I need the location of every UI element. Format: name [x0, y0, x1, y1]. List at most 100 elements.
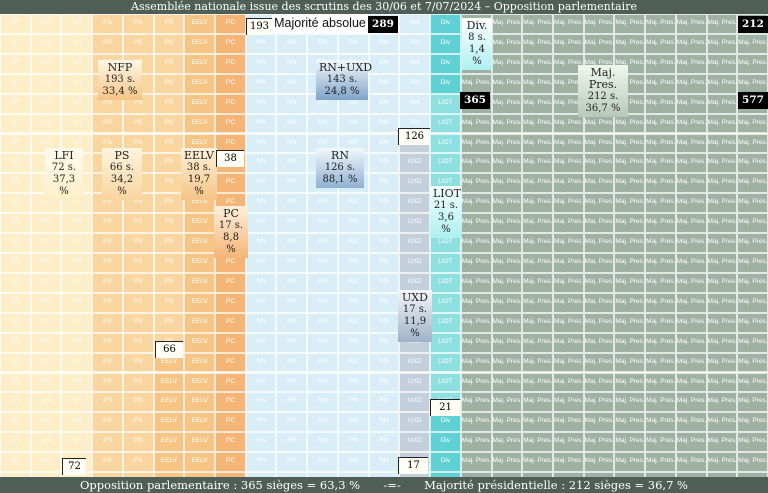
seat-cell: Maj. Pres.	[583, 372, 615, 393]
seat-cell: LFI	[61, 33, 93, 54]
seat-cell: RN	[307, 213, 338, 234]
seat-cell: PS	[92, 352, 123, 373]
seat-cell: LFI	[61, 312, 93, 333]
seat-cell: Maj. Pres.	[675, 372, 707, 393]
seat-cell: RN	[307, 113, 338, 134]
seat-cell: PS	[153, 253, 185, 273]
seat-cell: PS	[92, 272, 123, 293]
seat-cell: RN	[245, 372, 277, 393]
seat-cell: PS	[153, 73, 185, 94]
seat-cell: Maj. Pres.	[522, 352, 553, 373]
seat-cell: UXD	[399, 412, 431, 433]
seat-cell: EELV	[184, 372, 216, 393]
seat-cell: Maj. Pres.	[645, 392, 676, 413]
seat-cell: Maj. Pres.	[552, 272, 584, 293]
marker-opposition-365: 365	[460, 92, 490, 109]
seat-cell: LFI	[0, 113, 31, 134]
seat-cell: RN	[276, 133, 308, 154]
seat-cell: PS	[153, 213, 185, 234]
seat-cell: PC	[215, 33, 246, 54]
seat-cell: Maj. Pres.	[460, 213, 492, 234]
seat-cell: Maj. Pres.	[522, 312, 553, 333]
seat-cell: PS	[122, 312, 154, 333]
seat-cell: Maj. Pres.	[737, 53, 768, 74]
seat-cell: RN	[245, 93, 277, 114]
seat-cell: Maj. Pres.	[491, 292, 523, 313]
seat-cell: Maj. Pres.	[737, 392, 768, 413]
label-rn-uxd-pct: 24,8 %	[324, 86, 360, 97]
seat-cell: PC	[215, 392, 246, 413]
seat-cell: Maj. Pres.	[460, 312, 492, 333]
label-liot-pct: 3,6 %	[438, 212, 454, 235]
seat-cell: RN	[245, 193, 277, 214]
seat-cell: UXD	[399, 173, 431, 194]
label-rn: RN 126 s. 88,1 %	[316, 148, 364, 188]
seat-cell: Maj. Pres.	[552, 292, 584, 313]
seat-cell: Maj. Pres.	[737, 133, 768, 154]
seat-cell: Maj. Pres.	[675, 352, 707, 373]
seat-cell: EELV	[153, 432, 185, 453]
seat-cell: UXD	[399, 392, 431, 413]
label-lfi-pct: 37,3 %	[52, 174, 76, 197]
seat-cell: Maj. Pres.	[460, 412, 492, 433]
seat-cell: RN	[399, 33, 431, 54]
seat-cell: RN	[276, 352, 308, 373]
seat-cell: RN	[368, 352, 400, 373]
seat-cell: Maj. Pres.	[552, 153, 584, 174]
seat-cell: Maj. Pres.	[706, 153, 738, 174]
label-pc-name: PC	[223, 207, 239, 220]
marker-uxd-17: 17	[398, 457, 428, 474]
seat-cell: Maj. Pres.	[552, 233, 584, 253]
seat-cell: Maj. Pres.	[491, 53, 523, 74]
seat-cell: PS	[92, 113, 123, 134]
seat-cell: PS	[92, 233, 123, 253]
seat-cell: Maj. Pres.	[491, 33, 523, 54]
seat-cell: RN	[337, 452, 369, 473]
seat-cell: Maj. Pres.	[583, 352, 615, 373]
seat-cell: LIOT	[430, 253, 461, 273]
seat-cell: LFI	[0, 173, 31, 194]
seat-cell: EELV	[184, 93, 216, 114]
seat-cell: Div	[430, 412, 461, 433]
seat-cell: Maj. Pres.	[460, 193, 492, 214]
seat-cell: Maj. Pres.	[522, 272, 553, 293]
label-nfp-seats: 193 s.	[104, 74, 136, 85]
seat-cell: RN	[276, 193, 308, 214]
seat-cell: PS	[153, 233, 185, 253]
seat-cell: LFI	[30, 372, 62, 393]
seat-cell: Maj. Pres.	[706, 14, 738, 34]
seat-cell: EELV	[184, 292, 216, 313]
seat-cell: LFI	[30, 352, 62, 373]
seat-cell: RN	[368, 213, 400, 234]
seat-cell: PS	[92, 332, 123, 353]
seat-cell: Maj. Pres.	[737, 73, 768, 94]
seat-cell: Maj. Pres.	[675, 133, 707, 154]
seat-cell: Maj. Pres.	[491, 432, 523, 453]
seat-cell: RN	[276, 372, 308, 393]
seat-cell: Div	[430, 452, 461, 473]
seat-cell: RN	[307, 253, 338, 273]
seat-cell: RN	[368, 33, 400, 54]
seat-cell: Maj. Pres.	[491, 412, 523, 433]
seat-cell: Maj. Pres.	[706, 93, 738, 114]
label-nfp-name: NFP	[107, 61, 133, 74]
seat-cell: Maj. Pres.	[583, 133, 615, 154]
seat-cell: EELV	[184, 312, 216, 333]
seat-cell: Div	[430, 73, 461, 94]
seat-cell: Maj. Pres.	[522, 292, 553, 313]
seat-cell: RN	[307, 312, 338, 333]
label-uxd-name: UXD	[402, 291, 428, 304]
seat-cell: Maj. Pres.	[522, 173, 553, 194]
seat-cell: Maj. Pres.	[522, 193, 553, 214]
seat-cell: RN	[337, 372, 369, 393]
seat-cell: Maj. Pres.	[460, 173, 492, 194]
seat-cell: Maj. Pres.	[614, 173, 646, 194]
seat-cell: RN	[337, 33, 369, 54]
seat-cell: Maj. Pres.	[737, 452, 768, 473]
seat-cell: Maj. Pres.	[645, 372, 676, 393]
seat-cell: Maj. Pres.	[583, 332, 615, 353]
seat-cell: Maj. Pres.	[491, 133, 523, 154]
seat-cell: Div	[430, 53, 461, 74]
seat-cell: EELV	[184, 213, 216, 234]
seat-cell: Maj. Pres.	[522, 33, 553, 54]
